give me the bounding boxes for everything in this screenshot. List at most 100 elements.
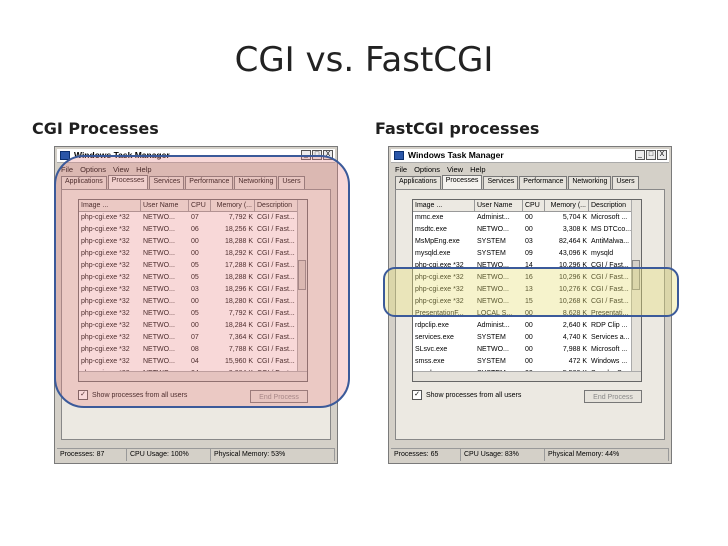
- table-row[interactable]: php-cgi.exe *32 NETWO... 06 18,256 K CGI / F…: [79, 224, 307, 236]
- cell-user-name: NETWO...: [143, 286, 175, 293]
- menu-item-help[interactable]: Help: [136, 165, 152, 174]
- tab-networking[interactable]: Networking: [234, 176, 278, 189]
- tab-processes[interactable]: Processes: [441, 175, 483, 189]
- tab-users[interactable]: Users: [278, 176, 305, 189]
- table-row[interactable]: php-cgi.exe *32 NETWO... 04 15,960 K CGI / F…: [79, 356, 307, 368]
- tab-users[interactable]: Users: [612, 176, 639, 189]
- tab-performance[interactable]: Performance: [185, 176, 234, 189]
- table-row[interactable]: msdtc.exe NETWO... 00 3,308 K MS DTCco...: [413, 224, 641, 236]
- cell-cpu: 00: [191, 238, 199, 245]
- horizontal-scrollbar[interactable]: [413, 371, 641, 381]
- table-row[interactable]: php-cgi.exe *32 NETWO... 00 18,280 K CGI / F…: [79, 296, 307, 308]
- show-all-users-option[interactable]: ✓ Show processes from all users: [412, 390, 521, 400]
- process-list[interactable]: Image ... User Name CPU Memory (... Descript…: [78, 199, 308, 382]
- column-header-cpu[interactable]: CPU: [523, 200, 545, 211]
- table-row[interactable]: php-cgi.exe *32 NETWO... 00 18,284 K CGI / F…: [79, 320, 307, 332]
- cell-user-name: NETWO...: [143, 214, 175, 221]
- table-row[interactable]: php-cgi.exe *32 NETWO... 00 18,288 K CGI / F…: [79, 236, 307, 248]
- table-row[interactable]: smss.exe SYSTEM 00 472 K Windows ...: [413, 356, 641, 368]
- table-row[interactable]: php-cgi.exe *32 NETWO... 03 18,296 K CGI / F…: [79, 284, 307, 296]
- table-row[interactable]: php-cgi.exe *32 NETWO... 07 7,364 K CGI / Fa…: [79, 332, 307, 344]
- cell-cpu: 07: [191, 334, 199, 341]
- cell-cpu: 00: [191, 250, 199, 257]
- cell-image-name: php-cgi.exe *32: [81, 298, 130, 305]
- tab-services[interactable]: Services: [483, 176, 519, 189]
- cell-memory: 8,628 K: [562, 310, 587, 317]
- cell-user-name: SYSTEM: [477, 358, 506, 365]
- column-header-user-name[interactable]: User Name: [475, 200, 523, 211]
- menu-item-options[interactable]: Options: [414, 165, 440, 174]
- cell-memory: 7,792 K: [228, 310, 253, 317]
- table-row[interactable]: php-cgi.exe *32 NETWO... 05 18,288 K CGI / F…: [79, 272, 307, 284]
- cell-description: CGI / Fast...: [257, 214, 295, 221]
- table-row[interactable]: services.exe SYSTEM 00 4,740 K Services a...: [413, 332, 641, 344]
- table-row[interactable]: php-cgi.exe *32 NETWO... 15 10,268 K CGI / F…: [413, 296, 641, 308]
- table-row[interactable]: php-cgi.exe *32 NETWO... 13 10,276 K CGI / F…: [413, 284, 641, 296]
- tab-performance[interactable]: Performance: [519, 176, 568, 189]
- table-row[interactable]: mmc.exe Administ... 00 5,704 K Microsoft ...: [413, 212, 641, 224]
- status-physical-memory: Physical Memory: 53%: [211, 449, 335, 461]
- cell-image-name: php-cgi.exe *32: [81, 214, 130, 221]
- scrollbar-thumb[interactable]: [632, 260, 640, 290]
- scrollbar-thumb[interactable]: [298, 260, 306, 290]
- table-row[interactable]: rdpclip.exe Administ... 00 2,640 K RDP Clip …: [413, 320, 641, 332]
- column-header-image-name[interactable]: Image ...: [79, 200, 141, 211]
- horizontal-scrollbar[interactable]: [79, 371, 307, 381]
- cell-memory: 5,704 K: [562, 214, 587, 221]
- column-header-cpu[interactable]: CPU: [189, 200, 211, 211]
- end-process-button[interactable]: End Process: [250, 390, 308, 403]
- cell-description: CGI / Fast...: [257, 250, 295, 257]
- column-header-memory[interactable]: Memory (...: [545, 200, 589, 211]
- close-button[interactable]: X: [657, 150, 667, 160]
- table-row[interactable]: MsMpEng.exe SYSTEM 03 82,464 K AntiMalwa...: [413, 236, 641, 248]
- maximize-button[interactable]: □: [646, 150, 656, 160]
- cell-cpu: 14: [525, 262, 533, 269]
- cell-description: AntiMalwa...: [591, 238, 630, 245]
- minimize-button[interactable]: _: [635, 150, 645, 160]
- column-header-image-name[interactable]: Image ...: [413, 200, 475, 211]
- vertical-scrollbar[interactable]: [631, 200, 641, 381]
- column-header-memory[interactable]: Memory (...: [211, 200, 255, 211]
- cell-image-name: php-cgi.exe *32: [81, 250, 130, 257]
- column-header-user-name[interactable]: User Name: [141, 200, 189, 211]
- menu-item-help[interactable]: Help: [470, 165, 486, 174]
- column-header-row: Image ... User Name CPU Memory (... Descript…: [79, 200, 307, 212]
- table-row[interactable]: php-cgi.exe *32 NETWO... 16 10,296 K CGI / F…: [413, 272, 641, 284]
- cell-memory: 7,988 K: [562, 346, 587, 353]
- cell-description: CGI / Fast...: [257, 274, 295, 281]
- column-header-description[interactable]: Description: [589, 200, 633, 211]
- show-all-users-label: Show processes from all users: [426, 391, 522, 399]
- cell-cpu: 00: [525, 346, 533, 353]
- table-row[interactable]: php-cgi.exe *32 NETWO... 07 7,792 K CGI / Fa…: [79, 212, 307, 224]
- table-row[interactable]: php-cgi.exe *32 NETWO... 05 17,288 K CGI / F…: [79, 260, 307, 272]
- show-all-users-label: Show processes from all users: [92, 391, 188, 399]
- cell-memory: 3,308 K: [562, 226, 587, 233]
- menu-item-view[interactable]: View: [446, 165, 464, 174]
- tab-networking[interactable]: Networking: [568, 176, 612, 189]
- table-row[interactable]: php-cgi.exe *32 NETWO... 00 18,292 K CGI / F…: [79, 248, 307, 260]
- end-process-button[interactable]: End Process: [584, 390, 642, 403]
- cell-user-name: NETWO...: [477, 298, 509, 305]
- slide-title: CGI vs. FastCGI: [234, 40, 494, 80]
- cell-memory: 4,740 K: [562, 334, 587, 341]
- cell-image-name: php-cgi.exe *32: [415, 262, 464, 269]
- cell-description: Presentati...: [591, 310, 629, 317]
- tab-applications[interactable]: Applications: [395, 176, 441, 189]
- table-row[interactable]: SLsvc.exe NETWO... 00 7,988 K Microsoft ...: [413, 344, 641, 356]
- tab-services[interactable]: Services: [149, 176, 185, 189]
- menu-item-options[interactable]: Options: [80, 165, 106, 174]
- table-row[interactable]: php-cgi.exe *32 NETWO... 05 7,792 K CGI / Fa…: [79, 308, 307, 320]
- menu-item-view[interactable]: View: [112, 165, 130, 174]
- table-row[interactable]: mysqld.exe SYSTEM 09 43,096 K mysqld: [413, 248, 641, 260]
- status-bar: Processes: 87 CPU Usage: 100% Physical Mem…: [57, 448, 335, 461]
- cell-image-name: smss.exe: [415, 358, 445, 365]
- menu-item-file[interactable]: File: [395, 165, 408, 174]
- vertical-scrollbar[interactable]: [297, 200, 307, 381]
- process-list[interactable]: Image ... User Name CPU Memory (... Descript…: [412, 199, 642, 382]
- fastcgi-processes-highlight: [383, 267, 679, 317]
- table-row[interactable]: php-cgi.exe *32 NETWO... 08 7,788 K CGI / Fa…: [79, 344, 307, 356]
- tab-processes[interactable]: Processes: [107, 175, 149, 189]
- table-row[interactable]: PresentationF... LOCAL S... 00 8,628 K Prese…: [413, 308, 641, 320]
- table-row[interactable]: php-cgi.exe *32 NETWO... 14 10,296 K CGI / F…: [413, 260, 641, 272]
- show-all-users-checkbox[interactable]: ✓: [412, 390, 422, 400]
